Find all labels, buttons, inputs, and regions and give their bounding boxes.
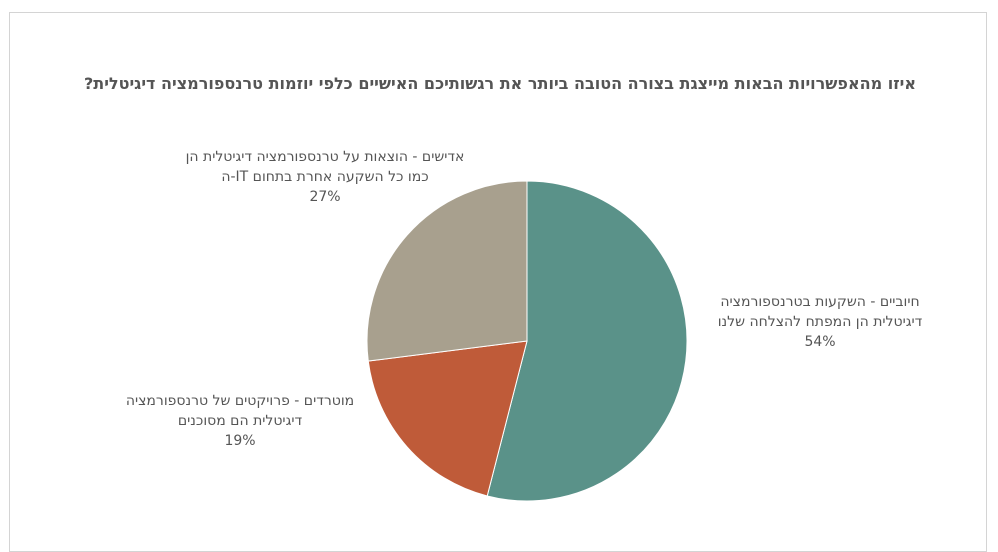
- slice-label-positive-value: 54%: [804, 334, 836, 350]
- slice-label-apathetic-text: אדישים - הוצאות על טרנספורמציה דיגיטלית …: [185, 149, 465, 185]
- pie-slice-positive: [486, 180, 688, 502]
- pie-slice-apathetic: [366, 180, 528, 362]
- slice-label-skeptic: מוטרדים - פרויקטים של טרנספורמציה דיגיטל…: [120, 391, 360, 451]
- slice-label-positive-text: חיוביים - השקעות בטרנספורמציה דיגיטלית ה…: [717, 294, 923, 330]
- slice-label-apathetic-value: 27%: [309, 189, 341, 205]
- pie-slice-skeptic: [367, 340, 528, 497]
- chart-title: איזו מהאפשרויות הבאות מייצגת בצורה הטובה…: [84, 74, 916, 93]
- slice-label-skeptic-value: 19%: [224, 433, 256, 449]
- pie-chart: [366, 180, 688, 502]
- slice-label-skeptic-text: מוטרדים - פרויקטים של טרנספורמציה דיגיטל…: [125, 393, 355, 429]
- slice-label-positive: חיוביים - השקעות בטרנספורמציה דיגיטלית ה…: [700, 292, 940, 352]
- slice-label-apathetic: אדישים - הוצאות על טרנספורמציה דיגיטלית …: [175, 147, 475, 207]
